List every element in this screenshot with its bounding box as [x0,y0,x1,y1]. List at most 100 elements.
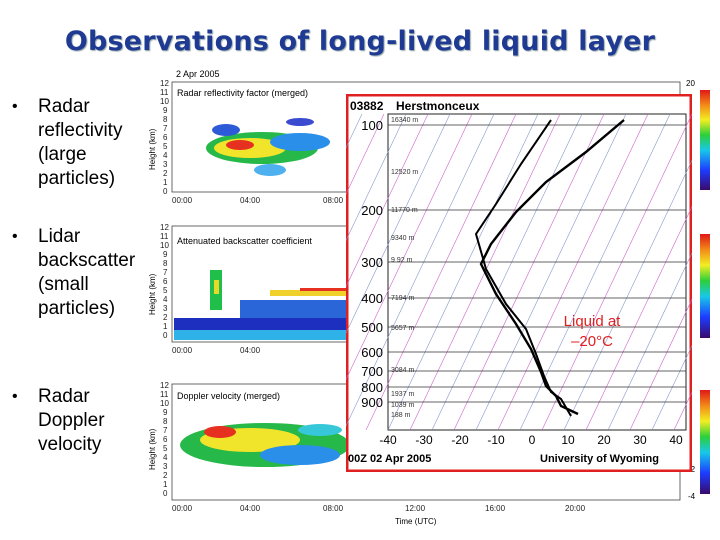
temperature-tick: 30 [633,433,647,447]
height-label: 7194 m [391,295,415,302]
temperature-tick: 10 [561,433,575,447]
isotherm-line [586,114,692,430]
pressure-label: 200 [361,203,383,218]
panel-yticks: 12 11 10 9 8 7 6 5 4 3 2 1 0 [160,223,169,340]
pressure-label: 300 [361,255,383,270]
pressure-label: 400 [361,291,383,306]
panel-yticks: 12 11 10 9 8 7 6 5 4 3 2 1 0 [160,79,169,196]
isotherm-line [432,114,582,430]
svg-text:12: 12 [160,79,169,88]
dewpoint-profile [474,119,572,417]
isotherm-line [608,114,692,430]
height-label: 11770 m [391,207,418,214]
svg-text:9: 9 [163,250,168,259]
svg-text:11: 11 [160,390,169,399]
svg-text:4: 4 [163,151,168,160]
colorbar-label: -4 [688,492,696,501]
temperature-ticks: -40 -30 -20 -10 0 10 20 30 40 [379,433,683,447]
svg-text:2: 2 [163,471,168,480]
svg-text:7: 7 [163,268,168,277]
temperature-tick: -40 [379,433,397,447]
isotherm-line [454,114,604,430]
pressure-label: 600 [361,345,383,360]
svg-text:04:00: 04:00 [240,346,261,355]
svg-text:04:00: 04:00 [240,504,261,513]
temperature-tick: 0 [529,433,536,447]
svg-text:9: 9 [163,408,168,417]
bullet-dot: • [12,98,18,115]
bullet-text: Lidar backscatter (small particles) [38,226,136,319]
pressure-label: 500 [361,320,383,335]
svg-text:1: 1 [163,480,168,489]
svg-text:12: 12 [160,381,169,390]
height-label: 1937 m [391,391,415,398]
backscatter-cloud [174,270,350,340]
panel-xticks: 00:00 04:00 [172,346,261,355]
temperature-tick: 40 [669,433,683,447]
height-label: 12520 m [391,169,418,176]
panel-xticks: 00:00 04:00 08:00 [172,196,344,205]
temperature-tick: -20 [451,433,469,447]
colorbar [700,90,710,190]
footer-source: University of Wyoming [540,453,659,465]
svg-text:10: 10 [160,241,169,250]
panel-label: Attenuated backscatter coefficient [177,236,312,246]
svg-text:4: 4 [163,295,168,304]
panel-label: Doppler velocity (merged) [177,391,280,401]
height-label: 1039 m [391,402,415,409]
isotherm-line [476,114,626,430]
svg-text:16:00: 16:00 [485,504,506,513]
svg-text:2: 2 [163,169,168,178]
panel-xticks: 00:00 04:00 08:00 12:00 16:00 20:00 [172,504,586,513]
svg-text:04:00: 04:00 [240,196,261,205]
isotherm-line [388,114,538,430]
svg-text:0: 0 [163,187,168,196]
bullet-text: Radar Doppler velocity [38,386,105,455]
temperature-tick: -10 [487,433,505,447]
height-label: 16340 m [391,117,418,124]
isotherm-line [652,114,692,430]
svg-text:8: 8 [163,115,168,124]
svg-text:8: 8 [163,259,168,268]
svg-text:2: 2 [163,313,168,322]
svg-text:9: 9 [163,106,168,115]
svg-text:08:00: 08:00 [323,196,344,205]
pressure-label: 100 [361,118,383,133]
page-title: Observations of long-lived liquid layer [64,26,656,57]
isotherm-line [630,114,692,430]
isotherm-line [346,114,406,430]
svg-text:6: 6 [163,435,168,444]
annotation-line1: Liquid at [564,313,622,330]
isotherm-line [346,114,450,430]
svg-text:6: 6 [163,133,168,142]
pressure-label: 800 [361,380,383,395]
isotherm-line [366,114,516,430]
isotherm-line [346,114,428,430]
isotherm-line [346,114,384,430]
plot-frame [387,113,687,431]
svg-text:10: 10 [160,399,169,408]
isotherm-line [542,114,692,430]
svg-text:11: 11 [160,88,169,97]
svg-text:6: 6 [163,277,168,286]
svg-text:4: 4 [163,453,168,462]
svg-text:00:00: 00:00 [172,504,193,513]
svg-text:1: 1 [163,322,168,331]
height-label: 188 m [391,412,411,419]
panel-ylabel: Height (km) [148,273,157,315]
station-name: Herstmonceux [396,99,480,113]
bullet-text: Radar reflectivity (large particles) [38,96,123,189]
svg-text:10: 10 [160,97,169,106]
bullet-dot: • [12,228,18,245]
panel-yticks: 12 11 10 9 8 7 6 5 4 3 2 1 0 [160,381,169,498]
height-label: 3084 m [391,367,415,374]
colorbar [700,390,710,494]
svg-text:5: 5 [163,142,168,151]
svg-text:11: 11 [160,232,169,241]
panel-ylabel: Height (km) [148,428,157,470]
colorbar [700,234,710,338]
svg-text:0: 0 [163,331,168,340]
height-label: 9 92 m [391,257,413,264]
doppler-cloud [180,423,350,467]
svg-text:1: 1 [163,178,168,187]
